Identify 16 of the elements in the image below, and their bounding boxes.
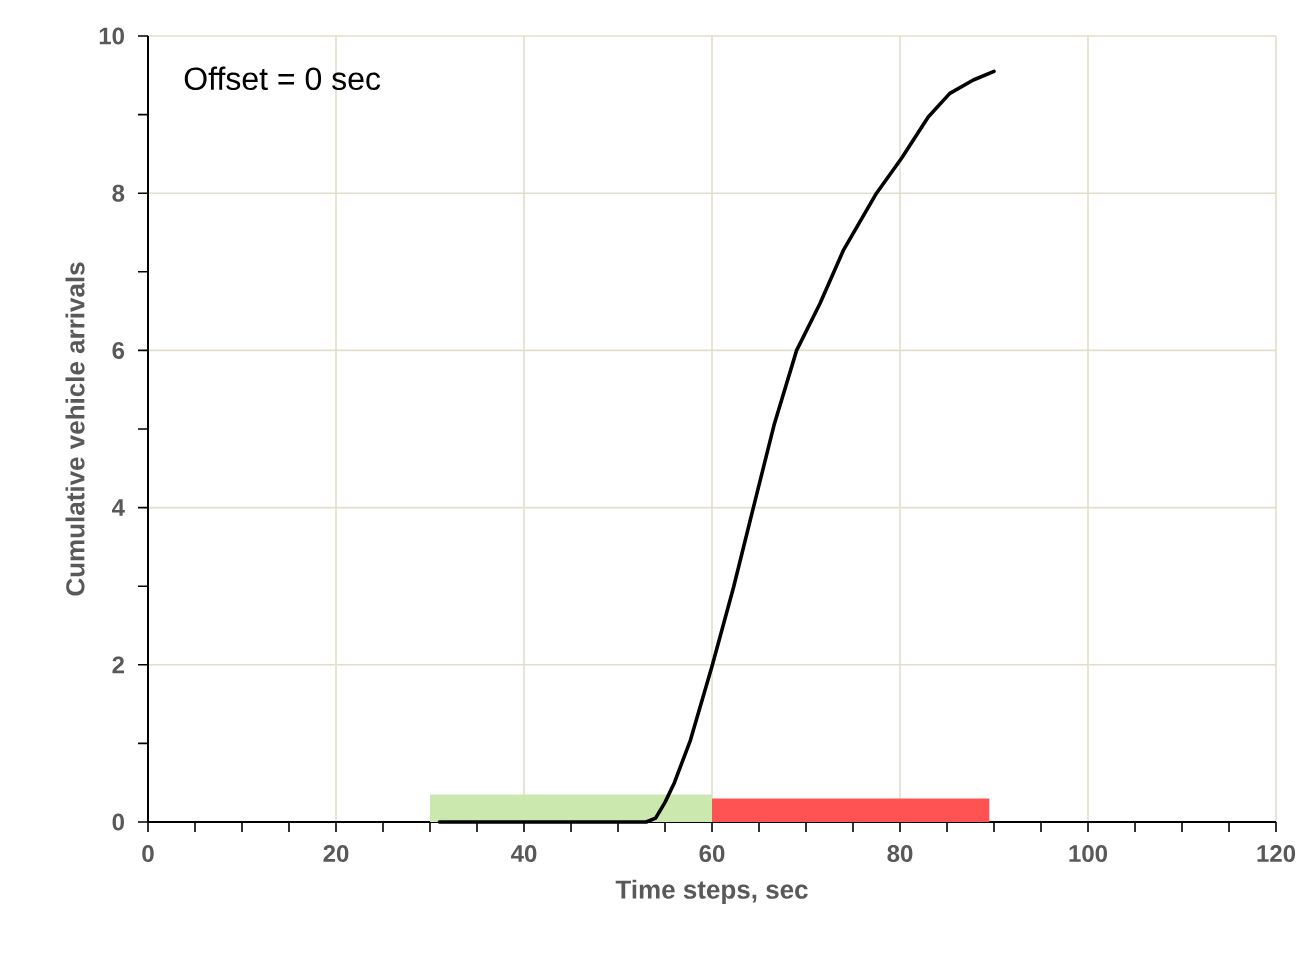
y-tick-label: 4 [111,499,125,516]
y-tick-label: 10 [99,27,124,45]
x-tick-label: 80 [887,845,913,863]
y-tick-label: 0 [112,813,124,831]
x-tick-label: 100 [1069,845,1108,863]
x-tick-label: 60 [699,845,725,863]
y-tick-label: 2 [112,656,124,674]
x-tick-label: 120 [1257,845,1296,863]
x-tick-label: 40 [511,845,537,863]
x-tick-label: 20 [323,845,349,863]
x-axis-title: Time steps, sec [615,879,808,904]
y-tick-label: 8 [112,184,125,202]
y-tick-label: 6 [112,341,125,359]
x-tick-label: 0 [142,845,154,863]
y-axis-title: Cumulative vehicle arrivals [65,262,85,596]
annotation: Offset = 0 sec [184,66,381,91]
